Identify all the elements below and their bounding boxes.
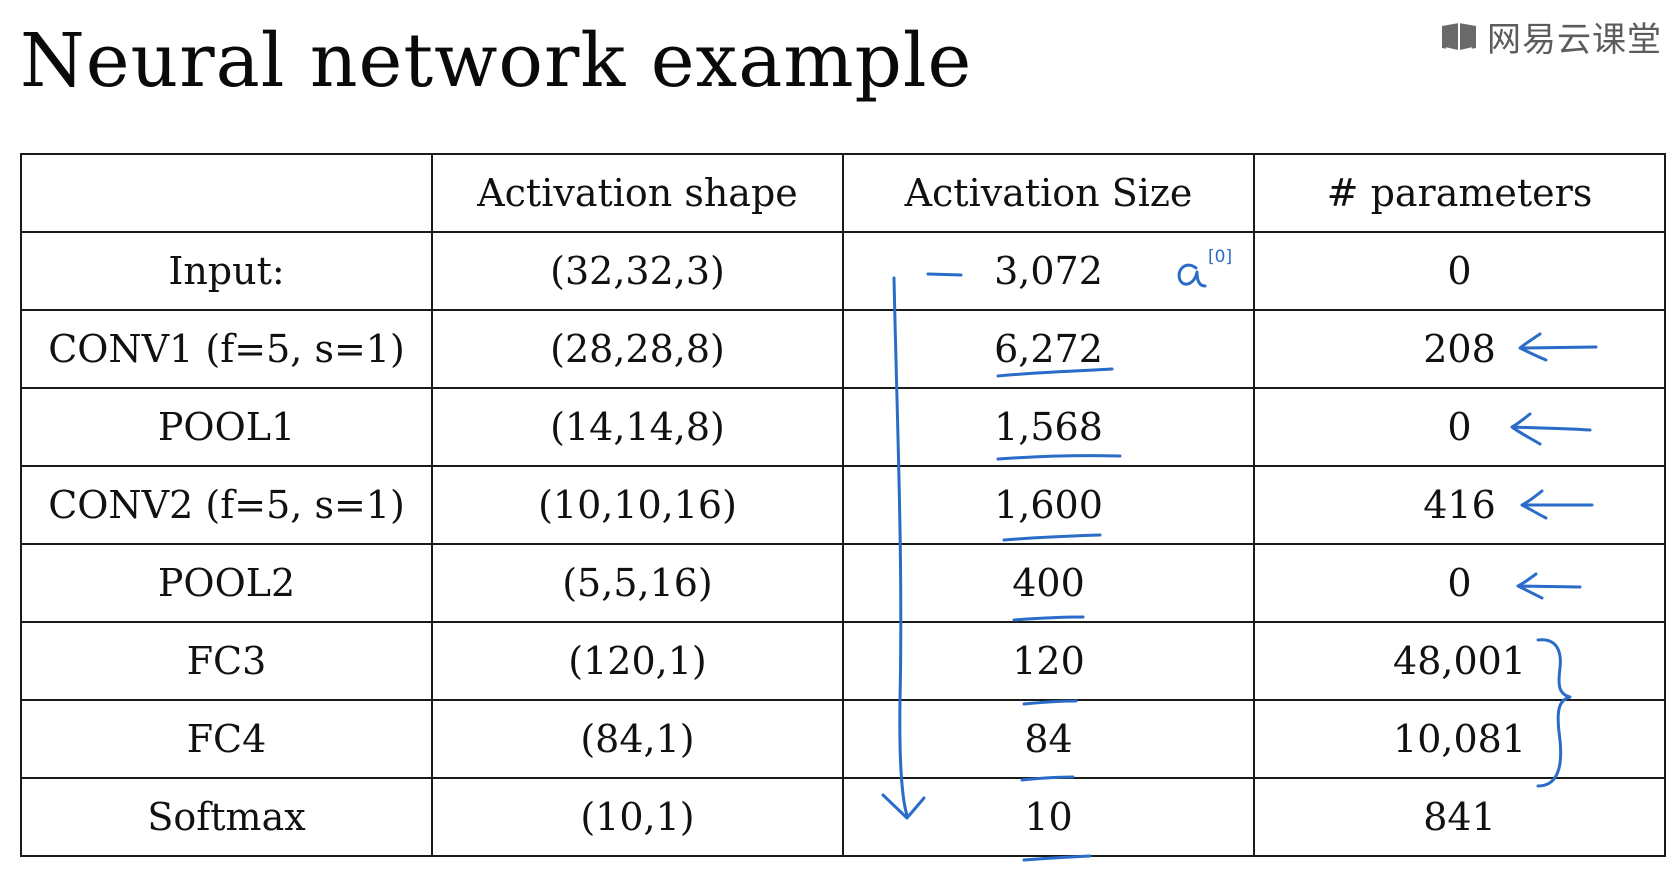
cell-params: 10,081	[1253, 699, 1666, 779]
table-row: FC4 (84,1) 84 10,081	[20, 699, 1666, 779]
header-activation-shape: Activation shape	[431, 153, 844, 233]
cell-params: 208	[1253, 309, 1666, 389]
cell-layer: FC4	[20, 699, 433, 779]
header-parameters: # parameters	[1253, 153, 1666, 233]
cell-size: 1,600	[842, 465, 1255, 545]
cell-shape: (14,14,8)	[431, 387, 844, 467]
cell-layer: POOL2	[20, 543, 433, 623]
table-row: Input: (32,32,3) 3,072 0	[20, 231, 1666, 311]
cell-shape: (5,5,16)	[431, 543, 844, 623]
table-row: CONV1 (f=5, s=1) (28,28,8) 6,272 208	[20, 309, 1666, 389]
table-header-row: Activation shape Activation Size # param…	[20, 153, 1666, 233]
cell-size: 120	[842, 621, 1255, 701]
cell-size: 1,568	[842, 387, 1255, 467]
cell-shape: (28,28,8)	[431, 309, 844, 389]
cell-layer: POOL1	[20, 387, 433, 467]
page-title: Neural network example	[20, 18, 973, 104]
cell-params: 48,001	[1253, 621, 1666, 701]
header-layer	[20, 153, 433, 233]
cell-size: 10	[842, 777, 1255, 857]
cell-params: 416	[1253, 465, 1666, 545]
cell-size: 6,272	[842, 309, 1255, 389]
header-activation-size: Activation Size	[842, 153, 1255, 233]
cell-size: 84	[842, 699, 1255, 779]
book-logo-icon	[1442, 22, 1476, 52]
cell-params: 0	[1253, 543, 1666, 623]
table-row: POOL2 (5,5,16) 400 0	[20, 543, 1666, 623]
cell-layer: Softmax	[20, 777, 433, 857]
watermark-text: 网易云课堂	[1487, 20, 1662, 60]
table-row: POOL1 (14,14,8) 1,568 0	[20, 387, 1666, 467]
watermark: 网易云课堂	[1439, 12, 1662, 61]
cell-size: 3,072	[842, 231, 1255, 311]
cell-shape: (10,10,16)	[431, 465, 844, 545]
cell-shape: (10,1)	[431, 777, 844, 857]
cell-layer: Input:	[20, 231, 433, 311]
cell-size: 400	[842, 543, 1255, 623]
cell-layer: CONV2 (f=5, s=1)	[20, 465, 433, 545]
cell-params: 841	[1253, 777, 1666, 857]
cell-layer: CONV1 (f=5, s=1)	[20, 309, 433, 389]
table-row: FC3 (120,1) 120 48,001	[20, 621, 1666, 701]
cell-params: 0	[1253, 387, 1666, 467]
table-row: Softmax (10,1) 10 841	[20, 777, 1666, 857]
cell-layer: FC3	[20, 621, 433, 701]
cell-shape: (120,1)	[431, 621, 844, 701]
cell-shape: (84,1)	[431, 699, 844, 779]
cell-shape: (32,32,3)	[431, 231, 844, 311]
layers-table: Activation shape Activation Size # param…	[20, 153, 1666, 857]
cell-params: 0	[1253, 231, 1666, 311]
table-row: CONV2 (f=5, s=1) (10,10,16) 1,600 416	[20, 465, 1666, 545]
